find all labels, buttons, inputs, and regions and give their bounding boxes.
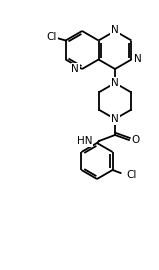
- Text: N: N: [111, 114, 119, 124]
- Text: HN: HN: [76, 136, 92, 146]
- Text: N: N: [71, 64, 79, 74]
- Text: O: O: [132, 135, 140, 145]
- Text: Cl: Cl: [46, 32, 57, 42]
- Text: N: N: [111, 78, 119, 88]
- Text: N: N: [135, 55, 142, 65]
- Text: Cl: Cl: [127, 170, 137, 180]
- Text: N: N: [111, 25, 119, 35]
